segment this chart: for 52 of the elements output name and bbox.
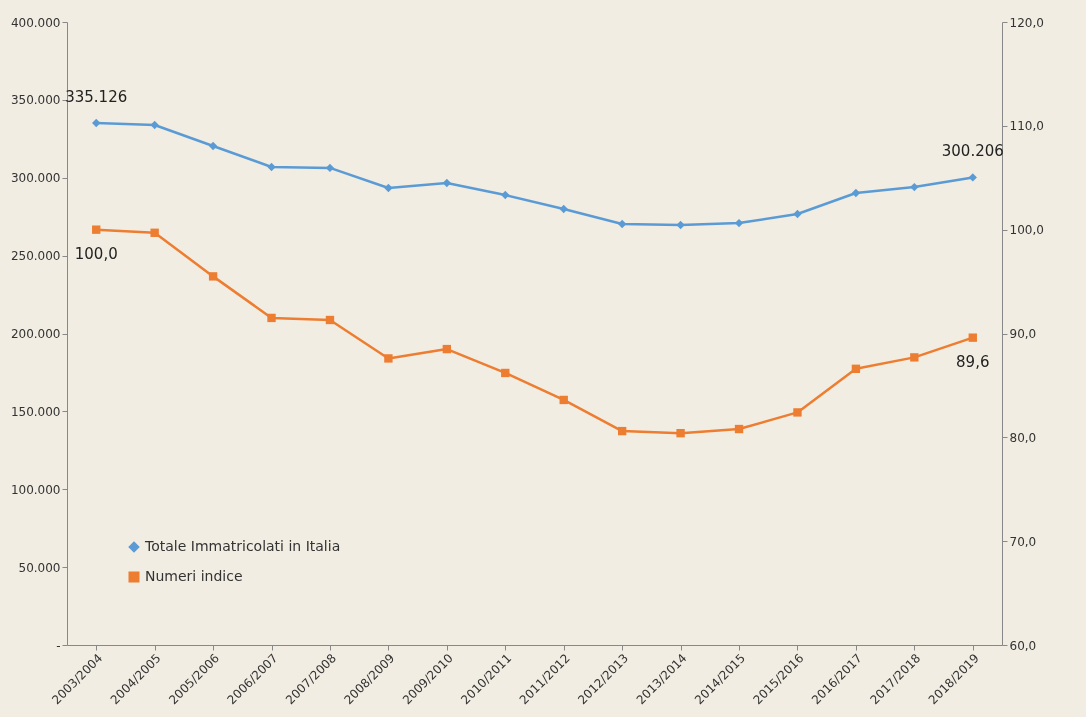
y-tick-label: 400.000 [10, 15, 61, 30]
point [617, 219, 627, 229]
point [442, 178, 452, 188]
y-tick-label: - [56, 638, 61, 653]
point [150, 120, 159, 130]
point [150, 228, 159, 237]
point [559, 395, 568, 405]
point [384, 183, 393, 193]
point [267, 313, 276, 323]
point [676, 429, 685, 438]
point [325, 315, 335, 325]
point [92, 118, 101, 128]
point [910, 182, 919, 192]
point [676, 220, 685, 230]
point [384, 354, 393, 363]
point [208, 272, 218, 281]
y-tick-label: 200.000 [10, 327, 61, 341]
y-tick-label: 50.000 [18, 560, 61, 575]
point [968, 333, 977, 342]
point [851, 188, 861, 198]
y-tick-label: 100.000 [10, 482, 61, 497]
point [793, 408, 802, 417]
point [793, 209, 802, 219]
y-tick-label: 250.000 [10, 249, 61, 264]
point [442, 344, 452, 354]
y2-tick-label: 110,0 [1009, 119, 1044, 134]
point [559, 204, 568, 214]
y-tick-label: 300.000 [10, 171, 61, 186]
data-label: 89,6 [956, 352, 990, 371]
point [910, 353, 919, 362]
y2-tick-label: 90,0 [1009, 327, 1037, 341]
point [92, 225, 101, 234]
y2-tick-label: 60,0 [1009, 638, 1037, 653]
point [851, 364, 861, 373]
point [267, 162, 276, 172]
point [617, 426, 627, 436]
point [734, 424, 744, 434]
y-tick-label: 350.000 [10, 93, 61, 108]
point [501, 190, 510, 200]
point [208, 141, 218, 151]
data-label: 335.126 [65, 88, 128, 107]
data-label: 100,0 [74, 244, 118, 263]
y2-tick-label: 120,0 [1009, 15, 1044, 30]
legend-label: Totale Immatricolati in Italia [144, 538, 341, 554]
y2-tick-label: 80,0 [1009, 430, 1037, 445]
point [968, 173, 977, 182]
y2-tick-label: 100,0 [1009, 223, 1044, 238]
legend-label: Numeri indice [145, 568, 243, 584]
point [501, 368, 510, 378]
y2-tick-label: 70,0 [1009, 534, 1037, 549]
y-tick-label: 150.000 [10, 404, 61, 419]
data-label: 300.206 [941, 142, 1004, 161]
